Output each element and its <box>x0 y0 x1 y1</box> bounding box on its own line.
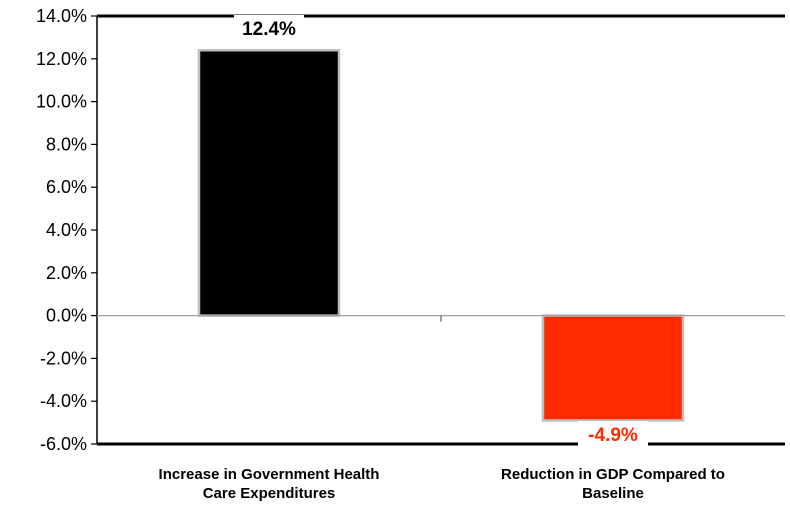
category-label: Care Expenditures <box>203 485 336 502</box>
y-tick-label: -2.0% <box>40 348 87 368</box>
zero-line-group <box>97 315 785 322</box>
category-label: Reduction in GDP Compared to <box>501 466 725 483</box>
data-label: -4.9% <box>588 425 638 446</box>
y-tick-label: 12.0% <box>36 49 87 69</box>
data-label-background <box>578 421 648 447</box>
bar <box>541 314 685 422</box>
category-label: Increase in Government Health <box>159 466 380 483</box>
y-tick-label: 10.0% <box>36 92 87 112</box>
y-tick-label: 0.0% <box>46 306 87 326</box>
bar <box>197 48 341 317</box>
data-labels: 12.4% -4.9% <box>234 15 648 447</box>
y-tick-label: 14.0% <box>36 6 87 26</box>
y-tick-label: 8.0% <box>46 134 87 154</box>
data-label-background <box>234 15 304 41</box>
category-labels: Increase in Government Health Care Expend… <box>159 466 725 502</box>
category-label: Baseline <box>582 485 644 502</box>
data-label: 12.4% <box>242 19 296 40</box>
y-tick-label: 2.0% <box>46 263 87 283</box>
y-tick-label: -6.0% <box>40 434 87 454</box>
y-tick-label: 4.0% <box>46 220 87 240</box>
y-tick-label: 6.0% <box>46 177 87 197</box>
y-tick-label: -4.0% <box>40 391 87 411</box>
y-axis: 14.0% 12.0% 10.0% 8.0% 6.0% 4.0% 2.0% 0.0% -2.0%… <box>36 6 98 454</box>
bars <box>197 48 685 422</box>
plot-frame <box>97 14 785 446</box>
